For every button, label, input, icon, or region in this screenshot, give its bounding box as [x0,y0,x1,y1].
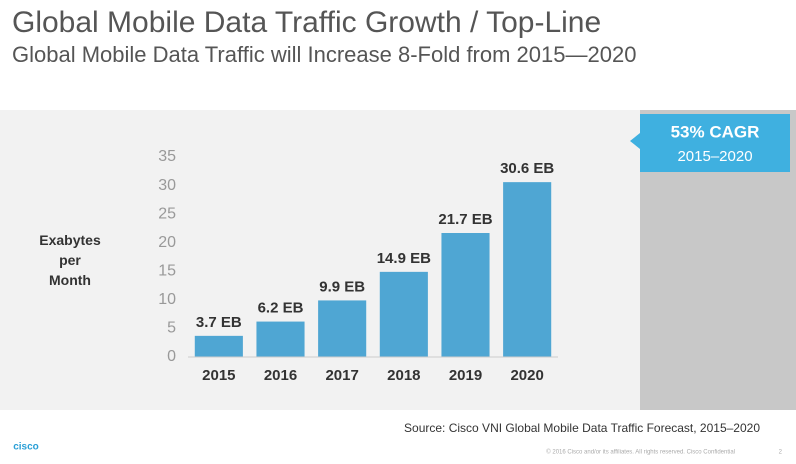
x-tick-label: 2018 [387,367,420,384]
y-tick-label: 30 [158,177,176,194]
bar [318,300,367,357]
value-label: 21.7 EB [438,211,492,228]
callout-arrow [630,133,640,149]
y-tick-label: 25 [158,205,176,222]
bar [503,182,552,357]
bar [379,271,428,357]
y-tick-label: 20 [158,234,176,251]
x-tick-label: 2015 [202,367,235,384]
x-tick-label: 2016 [264,367,297,384]
x-tick-label: 2019 [449,367,482,384]
value-label: 14.9 EB [377,250,431,267]
y-tick-label: 10 [158,291,176,308]
footer: © 2016 Cisco and/or its affiliates. All … [546,449,735,456]
y-tick-label: 0 [167,348,176,365]
chart-subtitle: Global Mobile Data Traffic will Increase… [12,42,636,67]
x-tick-label: 2020 [510,367,543,384]
y-axis-label: Exabytes per Month [39,232,101,288]
value-label: 30.6 EB [500,160,554,177]
chart-title: Global Mobile Data Traffic Growth / Top-… [12,6,601,39]
value-label: 3.7 EB [196,314,242,331]
callout-subtitle: 2015–2020 [677,148,752,165]
bar [194,335,243,357]
source: Source: Cisco VNI Global Mobile Data Tra… [404,421,760,435]
value-label: 9.9 EB [319,278,365,295]
y-tick-label: 35 [158,148,176,165]
y-tick-label: 5 [167,320,176,337]
page-number: 2 [779,450,783,456]
callout-box [640,114,790,172]
logo: cisco [13,442,39,453]
y-tick-label: 15 [158,263,176,280]
value-label: 6.2 EB [258,300,304,317]
x-tick-label: 2017 [325,367,358,384]
bar [256,321,305,357]
callout-title: 53% CAGR [671,122,760,141]
bar [441,233,490,357]
